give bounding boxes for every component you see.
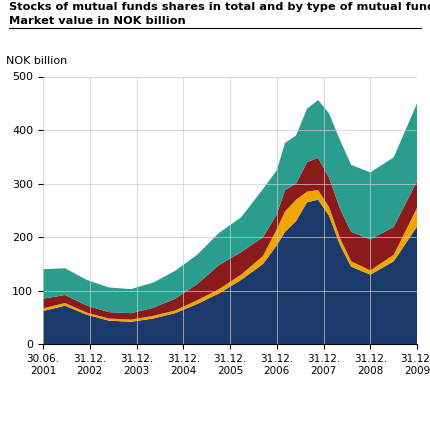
Text: NOK billion: NOK billion (6, 56, 67, 66)
Text: Stocks of mutual funds shares in total and by type of mutual fund.: Stocks of mutual funds shares in total a… (9, 2, 430, 12)
Text: Market value in NOK billion: Market value in NOK billion (9, 16, 185, 26)
